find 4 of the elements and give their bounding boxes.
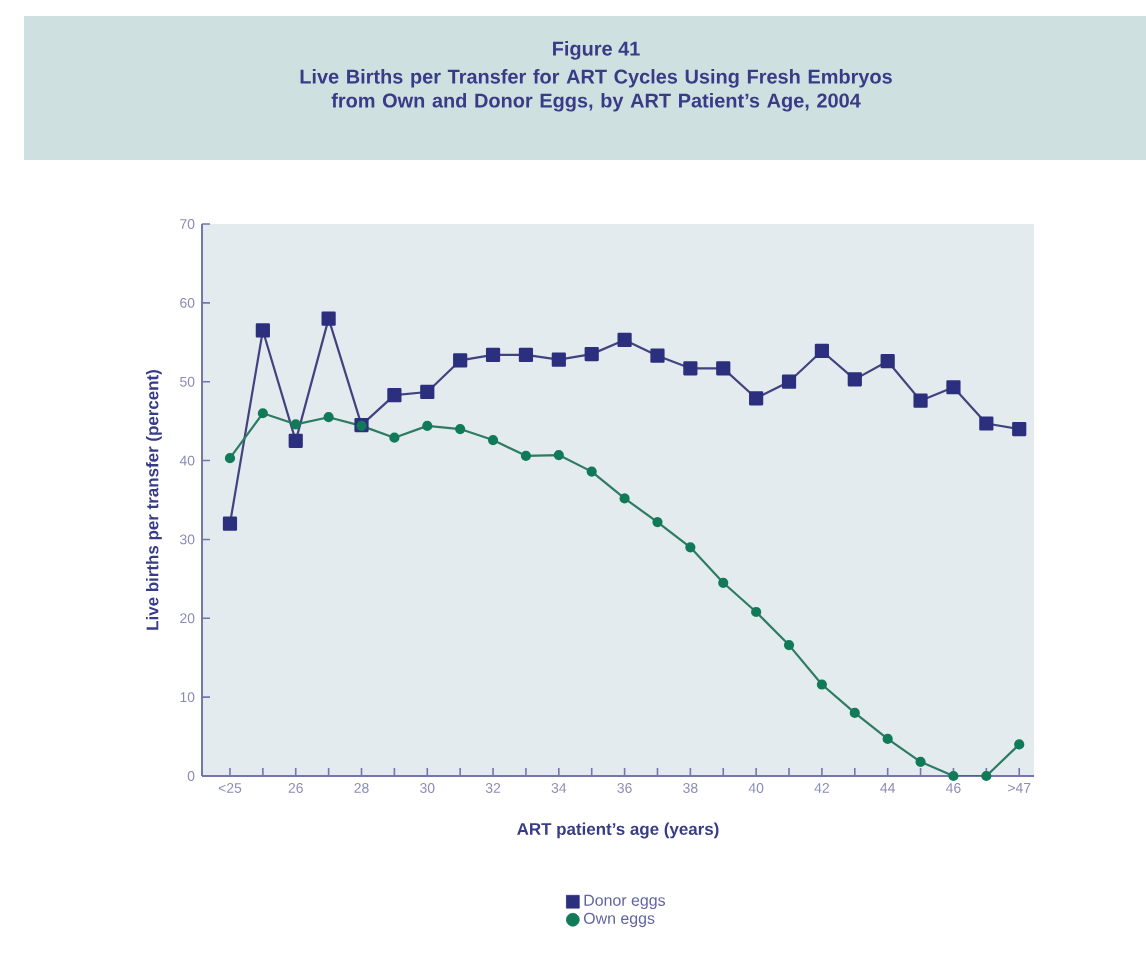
chart-subtitle: Live Births per Transfer for ART Cycles Using Fresh Embryos from Own and Donor Eggs, by ART Patient’s Age, 2004 <box>300 69 892 112</box>
x-axis-title: ART patient’s age (years) <box>517 822 719 839</box>
chart-title: Figure 41 <box>553 41 640 60</box>
y-axis-title: Live births per transfer (percent) <box>145 370 162 630</box>
